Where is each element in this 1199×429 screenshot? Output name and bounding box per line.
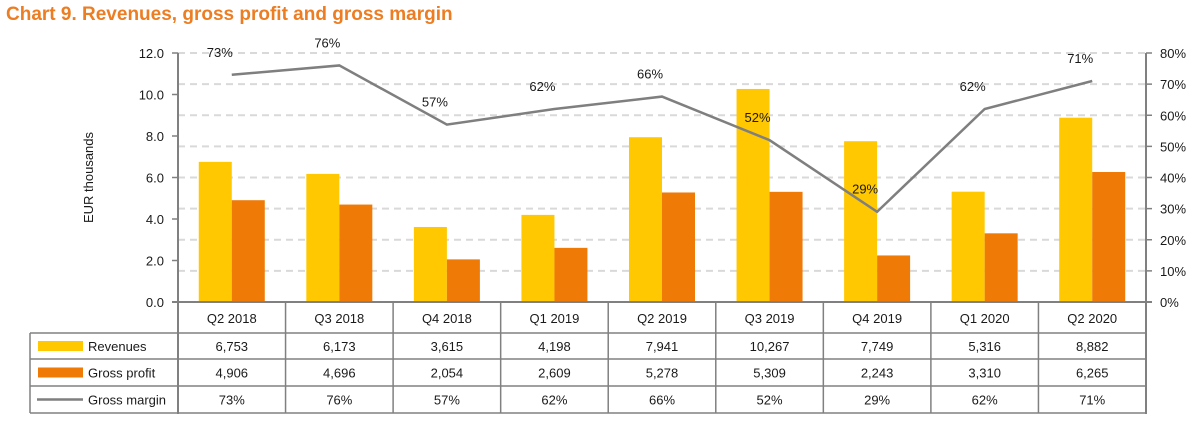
bar-gross-profit [877, 255, 911, 302]
bar-revenues [413, 226, 447, 302]
bar-gross-profit [231, 200, 265, 302]
bar-revenues [844, 141, 878, 302]
table-cell: 6,753 [216, 339, 249, 354]
y-tick-label: 0.0 [146, 295, 164, 310]
bar-gross-profit [1092, 172, 1126, 302]
x-tick-label: Q4 2018 [422, 311, 472, 326]
y-tick-label: 2.0 [146, 254, 164, 269]
bar-gross-profit [984, 233, 1018, 302]
x-tick-label: Q2 2019 [637, 311, 687, 326]
y2-tick-label: 50% [1160, 139, 1186, 154]
table-cell: 76% [326, 393, 352, 408]
table-cell: 3,310 [968, 366, 1001, 381]
y-tick-label: 8.0 [146, 129, 164, 144]
table-cell: 66% [649, 393, 675, 408]
y2-tick-label: 20% [1160, 233, 1186, 248]
table-cell: 7,941 [646, 339, 679, 354]
x-tick-label: Q2 2020 [1067, 311, 1117, 326]
table-cell: 4,906 [216, 366, 249, 381]
bar-revenues [951, 191, 985, 302]
bar-revenues [629, 137, 662, 302]
table-cell: 4,696 [323, 366, 356, 381]
table-cell: 71% [1079, 393, 1105, 408]
x-tick-label: Q3 2018 [314, 311, 364, 326]
data-label-gross-margin: 29% [852, 182, 878, 197]
y2-tick-label: 70% [1160, 77, 1186, 92]
x-tick-label: Q1 2020 [960, 311, 1010, 326]
table-cell: 6,173 [323, 339, 356, 354]
data-label-gross-margin: 66% [637, 67, 663, 82]
bar-revenues [521, 214, 555, 302]
legend-label: Gross margin [88, 393, 166, 408]
bar-revenues [736, 88, 770, 302]
table-cell: 57% [434, 393, 460, 408]
table-cell: 5,316 [968, 339, 1001, 354]
table-cell: 2,054 [431, 366, 464, 381]
data-label-gross-margin: 73% [207, 45, 233, 60]
bar-gross-profit [446, 259, 480, 302]
bar-gross-profit [769, 191, 803, 302]
table-cell: 2,243 [861, 366, 894, 381]
y2-tick-label: 60% [1160, 108, 1186, 123]
table-cell: 2,609 [538, 366, 571, 381]
table-cell: 73% [219, 393, 245, 408]
table-cell: 5,309 [753, 366, 786, 381]
table-cell: 62% [972, 393, 998, 408]
table-cell: 5,278 [646, 366, 679, 381]
table-cell: 52% [757, 393, 783, 408]
table-cell: 6,265 [1076, 366, 1109, 381]
x-tick-label: Q1 2019 [530, 311, 580, 326]
x-tick-label: Q4 2019 [852, 311, 902, 326]
y-tick-label: 4.0 [146, 212, 164, 227]
y2-tick-label: 80% [1160, 46, 1186, 61]
y2-tick-label: 40% [1160, 171, 1186, 186]
y2-tick-label: 0% [1160, 295, 1179, 310]
table-cell: 7,749 [861, 339, 894, 354]
x-tick-label: Q3 2019 [745, 311, 795, 326]
chart-title: Chart 9. Revenues, gross profit and gros… [6, 4, 453, 25]
y-axis-label: EUR thousands [81, 131, 96, 223]
y-tick-label: 12.0 [139, 46, 164, 61]
bar-revenues [198, 161, 232, 302]
data-label-gross-margin: 71% [1067, 51, 1093, 66]
data-label-gross-margin: 62% [529, 79, 555, 94]
bar-gross-profit [554, 247, 588, 302]
legend-swatch-revenues [38, 341, 83, 351]
bar-gross-profit [662, 192, 695, 302]
y-tick-label: 6.0 [146, 171, 164, 186]
x-tick-label: Q2 2018 [207, 311, 257, 326]
legend-label: Revenues [88, 339, 147, 354]
data-label-gross-margin: 57% [422, 95, 448, 110]
bar-revenues [306, 173, 340, 302]
y-tick-label: 10.0 [139, 88, 164, 103]
data-label-gross-margin: 52% [745, 110, 771, 125]
table-cell: 62% [541, 393, 567, 408]
table-cell: 8,882 [1076, 339, 1109, 354]
table-cell: 29% [864, 393, 890, 408]
legend-label: Gross profit [88, 366, 156, 381]
bar-gross-profit [339, 204, 373, 302]
data-label-gross-margin: 62% [960, 79, 986, 94]
legend-swatch-gross-profit [38, 367, 83, 378]
data-label-gross-margin: 76% [314, 35, 340, 50]
table-cell: 3,615 [431, 339, 464, 354]
y2-tick-label: 10% [1160, 264, 1186, 279]
bar-revenues [1059, 117, 1093, 302]
table-cell: 4,198 [538, 339, 571, 354]
table-cell: 10,267 [750, 339, 790, 354]
y2-tick-label: 30% [1160, 202, 1186, 217]
